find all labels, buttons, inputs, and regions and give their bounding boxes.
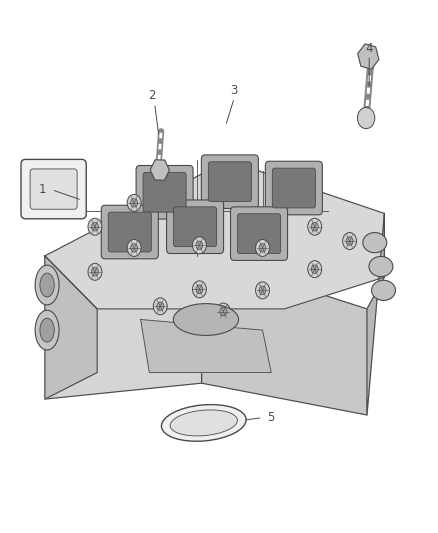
FancyBboxPatch shape <box>101 205 158 259</box>
FancyBboxPatch shape <box>166 200 223 254</box>
FancyBboxPatch shape <box>108 212 151 252</box>
FancyBboxPatch shape <box>136 165 193 219</box>
Circle shape <box>92 222 99 231</box>
Ellipse shape <box>173 304 239 335</box>
Text: 5: 5 <box>267 411 274 424</box>
Ellipse shape <box>170 410 237 436</box>
Polygon shape <box>141 319 271 373</box>
FancyBboxPatch shape <box>265 161 322 215</box>
Text: 2: 2 <box>148 89 155 102</box>
Circle shape <box>308 261 322 278</box>
FancyBboxPatch shape <box>21 159 86 219</box>
Polygon shape <box>201 256 367 415</box>
Circle shape <box>220 308 227 316</box>
Circle shape <box>216 303 230 320</box>
Polygon shape <box>45 256 97 399</box>
Circle shape <box>346 237 353 245</box>
Circle shape <box>153 298 167 315</box>
Ellipse shape <box>40 273 54 297</box>
FancyBboxPatch shape <box>237 214 281 254</box>
FancyBboxPatch shape <box>201 155 258 208</box>
Circle shape <box>192 237 206 254</box>
Circle shape <box>259 286 266 295</box>
Circle shape <box>92 268 99 276</box>
Text: 1: 1 <box>39 183 46 196</box>
Circle shape <box>127 195 141 212</box>
Text: 3: 3 <box>230 84 238 97</box>
Circle shape <box>255 282 269 299</box>
Ellipse shape <box>363 232 387 253</box>
Ellipse shape <box>162 405 246 441</box>
Text: 4: 4 <box>365 42 373 54</box>
Ellipse shape <box>371 280 396 301</box>
Ellipse shape <box>369 256 393 277</box>
FancyBboxPatch shape <box>173 207 217 247</box>
FancyBboxPatch shape <box>208 162 251 201</box>
Ellipse shape <box>40 318 54 342</box>
Circle shape <box>308 218 322 235</box>
Circle shape <box>196 241 203 249</box>
Circle shape <box>357 108 375 128</box>
Circle shape <box>88 218 102 235</box>
Polygon shape <box>367 214 385 415</box>
Circle shape <box>131 199 138 207</box>
Circle shape <box>131 244 138 252</box>
Circle shape <box>259 244 266 252</box>
FancyBboxPatch shape <box>30 169 77 209</box>
Circle shape <box>343 232 357 249</box>
Circle shape <box>192 281 206 298</box>
FancyBboxPatch shape <box>143 172 186 212</box>
Ellipse shape <box>35 310 59 350</box>
Circle shape <box>88 263 102 280</box>
Ellipse shape <box>35 265 59 305</box>
Polygon shape <box>45 160 385 309</box>
Circle shape <box>157 302 164 311</box>
Polygon shape <box>45 256 201 399</box>
FancyBboxPatch shape <box>230 207 288 261</box>
Circle shape <box>311 265 318 273</box>
FancyBboxPatch shape <box>272 168 315 208</box>
Circle shape <box>196 285 203 294</box>
Circle shape <box>127 239 141 256</box>
Circle shape <box>311 222 318 231</box>
Circle shape <box>255 239 269 256</box>
